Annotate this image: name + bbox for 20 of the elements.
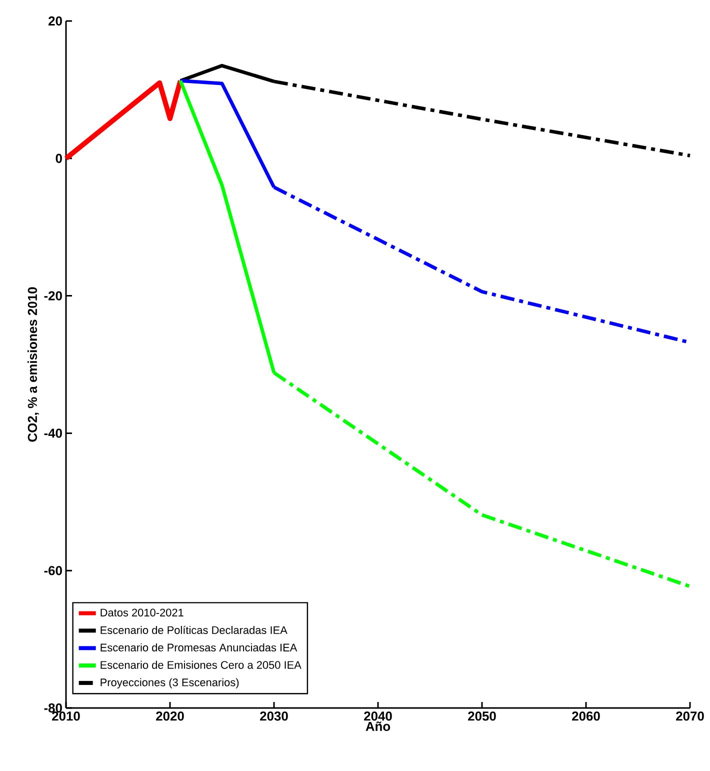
y-tick-label: -60	[44, 566, 62, 576]
y-tick-label: -80	[44, 703, 62, 713]
legend-label: Escenario de Emisiones Cero a 2050 IEA	[100, 660, 302, 669]
y-axis-title: CO2, % a emisiones 2010	[28, 287, 39, 442]
x-tick-label: 2070	[676, 712, 704, 721]
x-tick-label: 2050	[468, 712, 496, 721]
y-tick-label: -40	[44, 428, 62, 438]
x-tick-label: 2030	[260, 712, 288, 721]
legend-label: Escenario de Promesas Anunciadas IEA	[100, 643, 298, 652]
legend-label: Datos 2010-2021	[100, 608, 184, 616]
y-tick-label: 0	[56, 154, 62, 163]
legend-label: Proyecciones (3 Escenarios)	[100, 678, 239, 688]
x-tick-label: 2040	[364, 712, 392, 721]
x-tick-label: 2020	[156, 712, 184, 721]
y-tick-label: 20	[48, 16, 62, 26]
x-tick-label: 2060	[572, 712, 600, 721]
legend-label: Escenario de Políticas Declaradas IEA	[100, 626, 288, 634]
x-tick-label: 2010	[52, 712, 80, 721]
x-axis-title: Año	[366, 722, 390, 731]
y-tick-label: -20	[44, 291, 62, 300]
